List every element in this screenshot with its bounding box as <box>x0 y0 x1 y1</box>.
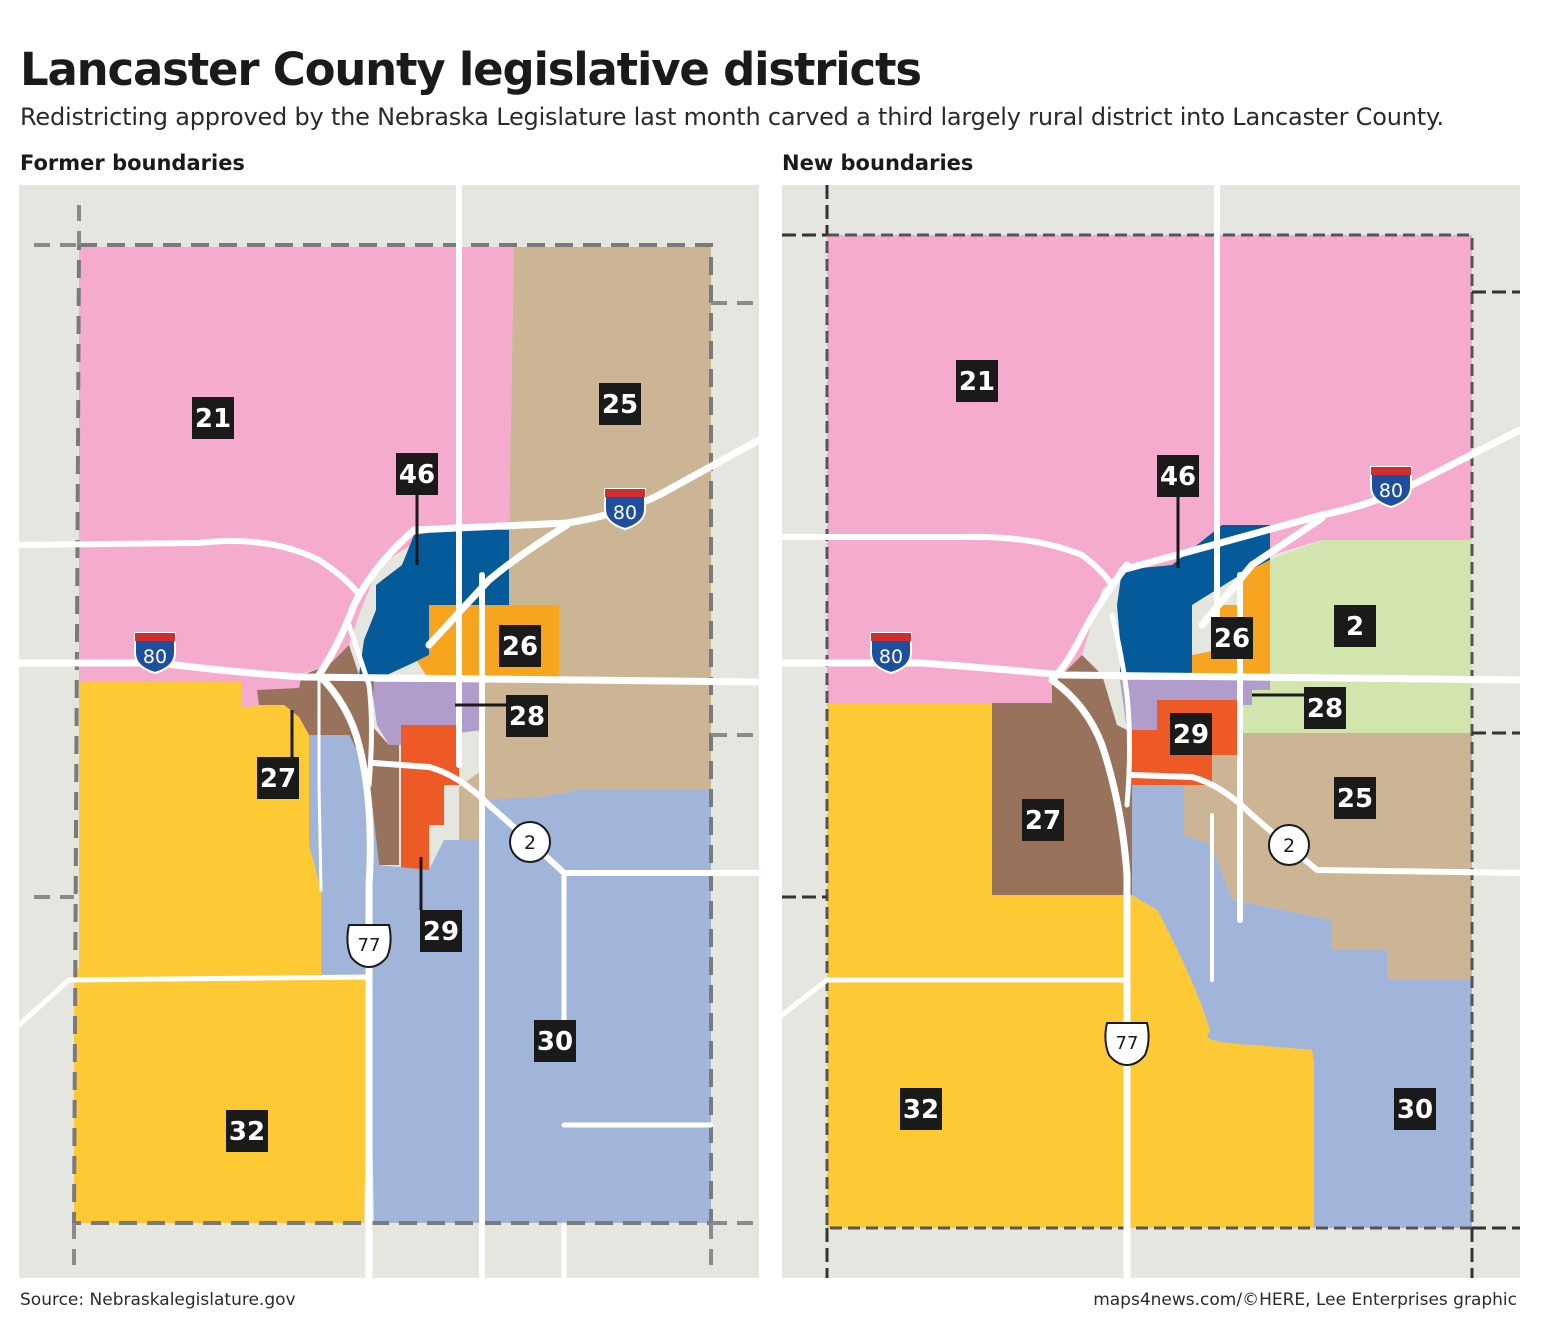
district-27-label: 27 <box>1022 799 1064 841</box>
svg-text:28: 28 <box>509 702 545 732</box>
svg-text:25: 25 <box>602 390 638 420</box>
interstate-80-shield-east: 80 <box>1370 466 1412 509</box>
svg-text:27: 27 <box>1025 806 1061 836</box>
svg-text:80: 80 <box>613 502 637 524</box>
district-21-area <box>79 247 514 707</box>
district-29-label: 29 <box>1170 713 1212 755</box>
svg-text:26: 26 <box>502 632 538 662</box>
new-boundaries-heading: New boundaries <box>782 151 974 175</box>
former-map-svg: 21 46 25 26 28 27 29 30 32 80 <box>19 185 759 1278</box>
district-32-label: 32 <box>900 1088 942 1130</box>
district-30-area <box>309 735 711 1223</box>
district-32-area <box>827 703 1314 1228</box>
district-28-label: 28 <box>1252 687 1346 729</box>
interstate-80-shield-west: 80 <box>134 632 176 675</box>
svg-text:2: 2 <box>1283 835 1295 857</box>
svg-text:32: 32 <box>903 1095 939 1125</box>
district-46-area <box>1117 525 1270 673</box>
svg-text:30: 30 <box>1397 1095 1433 1125</box>
former-boundaries-heading: Former boundaries <box>20 151 245 175</box>
svg-text:80: 80 <box>879 646 903 668</box>
district-21-area <box>827 235 1472 703</box>
district-25-label: 25 <box>1334 777 1376 819</box>
district-21-label: 21 <box>956 360 998 402</box>
new-map-svg: 21 46 2 26 28 29 25 27 32 30 80 <box>782 185 1520 1278</box>
svg-text:80: 80 <box>1379 480 1403 502</box>
us-77-shield: 77 <box>346 924 392 969</box>
district-2-label: 2 <box>1334 605 1376 647</box>
svg-text:77: 77 <box>358 935 381 956</box>
county-boundary-outer <box>782 185 1520 1278</box>
svg-text:80: 80 <box>143 646 167 668</box>
chart-subtitle: Redistricting approved by the Nebraska L… <box>20 103 1444 131</box>
district-28-area <box>1120 680 1270 730</box>
svg-text:2: 2 <box>1346 612 1364 642</box>
district-46-label: 46 <box>1157 455 1199 568</box>
district-30-label: 30 <box>1394 1088 1436 1130</box>
svg-text:29: 29 <box>423 917 459 947</box>
source-note: Source: Nebraskalegislature.gov <box>20 1290 296 1310</box>
interstate-80-shield-west: 80 <box>870 632 912 675</box>
svg-text:77: 77 <box>1116 1033 1139 1054</box>
svg-text:46: 46 <box>1160 462 1196 492</box>
district-26-label: 26 <box>499 625 541 667</box>
svg-text:46: 46 <box>399 460 435 490</box>
district-27-label: 27 <box>257 710 299 799</box>
district-25-area <box>1184 733 1472 980</box>
district-32-label: 32 <box>226 1110 268 1152</box>
chart-title: Lancaster County legislative districts <box>20 43 922 96</box>
district-25-area <box>459 247 711 840</box>
district-27-area <box>257 645 399 865</box>
road-network <box>782 185 1520 1278</box>
svg-text:30: 30 <box>537 1027 573 1057</box>
svg-text:29: 29 <box>1173 720 1209 750</box>
former-boundaries-map: 21 46 25 26 28 27 29 30 32 80 <box>19 185 759 1278</box>
district-28-label: 28 <box>455 695 548 737</box>
district-29-area <box>401 725 459 870</box>
svg-text:25: 25 <box>1337 784 1373 814</box>
svg-text:2: 2 <box>524 832 536 854</box>
district-25-label: 25 <box>599 383 641 425</box>
svg-text:27: 27 <box>260 764 296 794</box>
nebraska-2-shield: 2 <box>1268 824 1310 866</box>
district-32-area <box>74 682 369 1223</box>
svg-text:21: 21 <box>959 367 995 397</box>
district-30-label: 30 <box>534 1020 576 1062</box>
district-46-label: 46 <box>396 453 438 565</box>
nebraska-2-shield: 2 <box>509 821 551 863</box>
svg-text:28: 28 <box>1307 694 1343 724</box>
road-network <box>19 185 759 1278</box>
district-29-label: 29 <box>419 857 462 952</box>
us-77-shield: 77 <box>1104 1022 1150 1067</box>
svg-text:21: 21 <box>195 404 231 434</box>
district-26-label: 26 <box>1211 617 1253 659</box>
interstate-80-shield-east: 80 <box>604 488 646 531</box>
district-30-area <box>1132 785 1472 1228</box>
svg-text:32: 32 <box>229 1117 265 1147</box>
svg-text:26: 26 <box>1214 624 1250 654</box>
district-21-label: 21 <box>192 397 234 439</box>
district-46-area <box>359 528 509 681</box>
credit-note: maps4news.com/©HERE, Lee Enterprises gra… <box>1093 1290 1517 1310</box>
new-boundaries-map: 21 46 2 26 28 29 25 27 32 30 80 <box>782 185 1520 1278</box>
